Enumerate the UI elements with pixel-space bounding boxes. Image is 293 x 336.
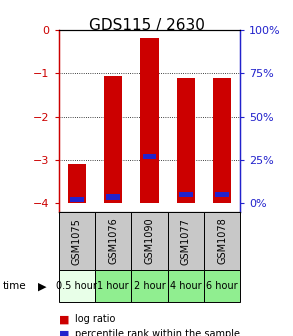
Bar (68, 164, 86, 203)
Bar (177, 78, 195, 203)
Text: ■: ■ (59, 314, 69, 324)
Text: GSM1075: GSM1075 (72, 218, 82, 264)
Bar (179, 192, 193, 197)
Bar (213, 78, 231, 203)
Text: GSM1078: GSM1078 (217, 218, 227, 264)
Text: 0.5 hour: 0.5 hour (56, 282, 97, 291)
Bar (106, 194, 120, 200)
Text: GSM1077: GSM1077 (181, 218, 191, 264)
Bar (215, 192, 229, 197)
Text: percentile rank within the sample: percentile rank within the sample (75, 329, 240, 336)
Text: time: time (3, 282, 27, 291)
Text: GDS115 / 2630: GDS115 / 2630 (88, 18, 205, 34)
Text: GSM1076: GSM1076 (108, 218, 118, 264)
Bar (140, 38, 159, 203)
Text: GSM1090: GSM1090 (144, 218, 154, 264)
Text: log ratio: log ratio (75, 314, 115, 324)
Text: 2 hour: 2 hour (134, 282, 165, 291)
Bar (70, 197, 84, 202)
Bar (143, 154, 156, 159)
Text: 4 hour: 4 hour (170, 282, 202, 291)
Text: 6 hour: 6 hour (206, 282, 238, 291)
Bar (104, 76, 122, 203)
Text: ▶: ▶ (38, 282, 47, 291)
Text: 1 hour: 1 hour (97, 282, 129, 291)
Text: ■: ■ (59, 329, 69, 336)
